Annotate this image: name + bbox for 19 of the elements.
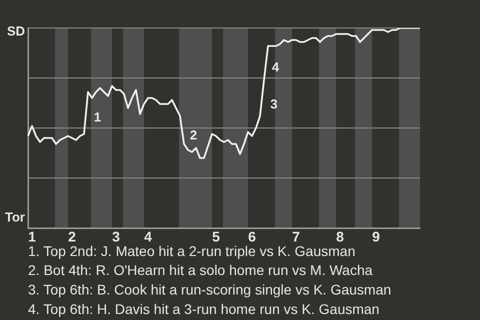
x-tick-label: 4 — [144, 228, 152, 244]
text: 2. Bot 4th: R. O'Hearn hit a solo home run vs M. Wacha — [28, 262, 373, 278]
x-tick-label: 1 — [28, 228, 36, 244]
text: 3. Top 6th: B. Cook hit a run-scoring single vs K. Gausman — [28, 281, 392, 298]
x-tick-label: 8 — [336, 228, 344, 244]
annotation: 1 — [94, 110, 102, 125]
x-tick-label: 2 — [68, 228, 76, 244]
annotation: 4 — [272, 60, 280, 75]
text: SD — [6, 24, 25, 39]
annotation: 2 — [190, 128, 198, 143]
x-tick-label: 9 — [372, 228, 380, 244]
x-tick-label: 7 — [292, 228, 300, 244]
x-tick-label: 3 — [112, 228, 120, 244]
x-tick-label: 6 — [248, 228, 256, 244]
annotation: 3 — [270, 96, 278, 112]
text: Tor — [5, 210, 25, 225]
text: 1. Top 2nd: J. Mateo hit a 2-run triple vs K. Gausman — [28, 242, 356, 259]
text: 4. Top 6th: H. Davis hit a 3-run home run vs K. Gausman — [28, 300, 380, 317]
x-tick-label: 5 — [212, 228, 220, 244]
